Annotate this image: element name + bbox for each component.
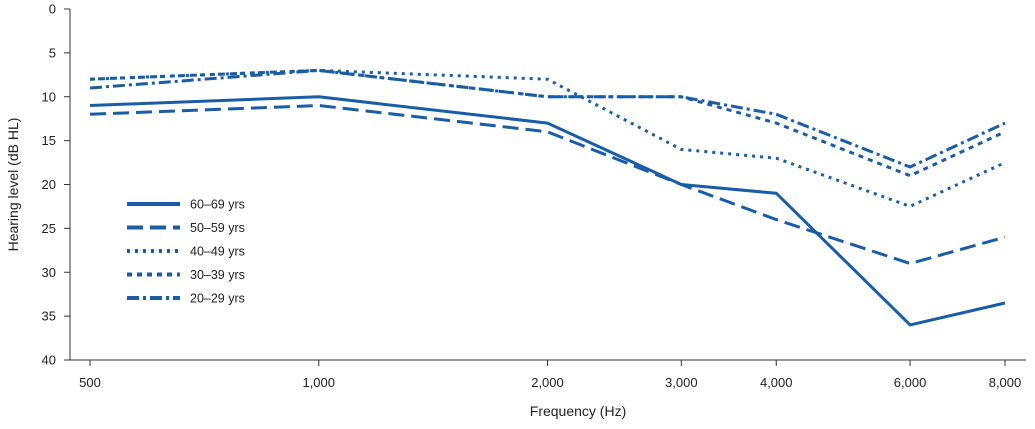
x-tick-label: 500 <box>79 375 101 390</box>
axes: 0 5 10 15 20 25 30 35 40 500 1,000 2,000 3,000 4,000 6… <box>42 2 1026 390</box>
y-tick-label: 5 <box>49 45 56 60</box>
x-tick-label: 2,000 <box>531 375 564 390</box>
y-tick-label: 0 <box>49 2 56 17</box>
series-layer <box>89 68 1006 327</box>
y-tick-label: 30 <box>42 265 56 280</box>
y-tick-label: 25 <box>42 221 56 236</box>
x-tick-label: 6,000 <box>894 375 927 390</box>
legend-label: 40–49 yrs <box>190 245 245 259</box>
x-tick-label: 3,000 <box>665 375 698 390</box>
y-tick-label: 10 <box>42 89 56 104</box>
series-line-50-59-yrs <box>89 104 1006 265</box>
y-tick-label: 20 <box>42 177 56 192</box>
y-tick-label: 40 <box>42 353 56 368</box>
legend-label: 60–69 yrs <box>190 198 245 212</box>
y-axis-title: Hearing level (dB HL) <box>5 118 21 252</box>
series-line-40-49-yrs <box>89 68 1006 208</box>
x-tick-label: 1,000 <box>302 375 335 390</box>
legend-label: 50–59 yrs <box>190 221 245 235</box>
x-tick-label: 4,000 <box>760 375 793 390</box>
series-line-20-29-yrs <box>89 68 1006 169</box>
x-tick-label: 8,000 <box>989 375 1022 390</box>
legend-label: 30–39 yrs <box>190 268 245 282</box>
legend-label: 20–29 yrs <box>190 292 245 306</box>
legend: 60–69 yrs 50–59 yrs 40–49 yrs 30–39 yrs 20–2… <box>127 198 245 306</box>
y-tick-label: 35 <box>42 309 56 324</box>
y-tick-label: 15 <box>42 133 56 148</box>
x-axis-title: Frequency (Hz) <box>530 403 626 419</box>
